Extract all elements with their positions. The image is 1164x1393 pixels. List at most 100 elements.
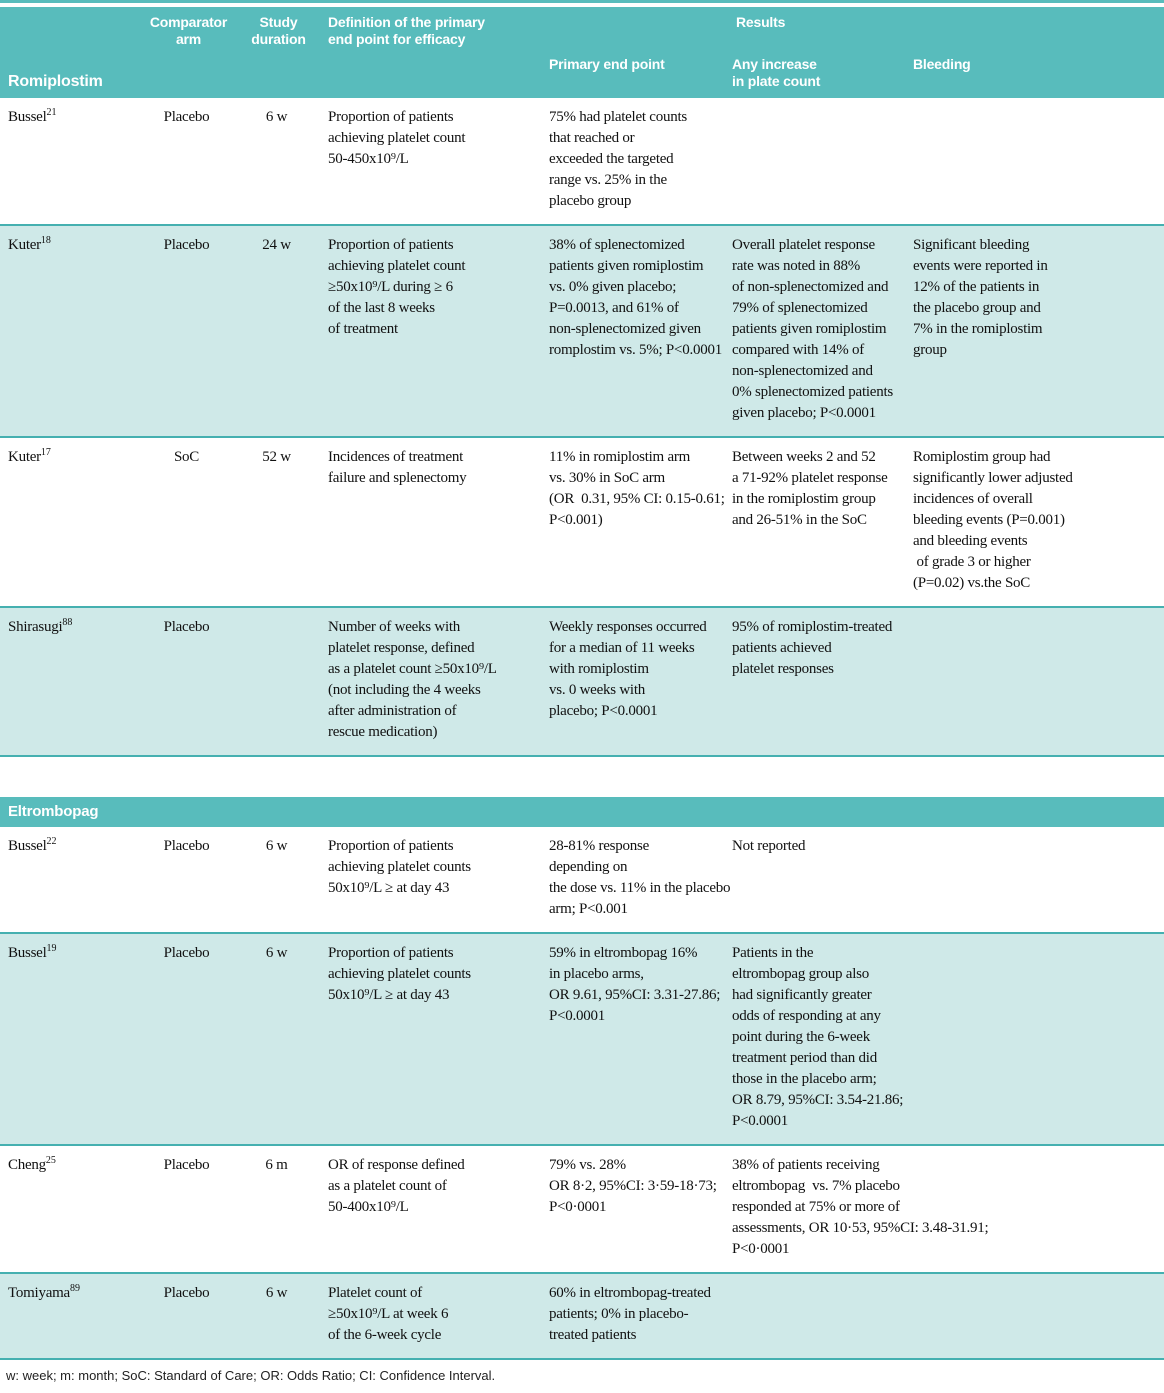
comparator-arm-cell: Placebo [163,619,210,635]
comparator-arm-cell: Placebo [163,109,210,125]
table-row: Shirasugi88 Placebo Number of weeks with… [0,606,1164,755]
comparator-arm-cell: Placebo [163,237,210,253]
column-group-header-results: Results [736,14,786,30]
study-duration-cell: 52 w [262,449,291,465]
any-increase-cell [728,1274,905,1358]
section-rows: Bussel21 Placebo 6 w Proportion of patie… [0,98,1164,757]
study-reference-number: 22 [46,836,57,847]
primary-end-point-cell: 59% in eltrombopag 16% in placebo arms, … [549,945,721,1024]
study-duration-cell: 24 w [262,237,291,253]
bleeding-cell [905,1146,1164,1272]
study-reference-number: 25 [45,1155,56,1166]
table-section: Eltrombopag Bussel22 Placebo 6 w Proport… [0,797,1164,1360]
study-reference-number: 21 [46,107,57,118]
primary-end-point-cell: 38% of splenectomized patients given rom… [549,237,722,358]
comparator-arm-cell: Placebo [163,945,210,961]
primary-end-point-cell: 60% in eltrombopag-treated patients; 0% … [549,1285,711,1343]
study-duration-cell: 6 w [265,109,288,125]
table-row: Cheng25 Placebo 6 m OR of response defin… [0,1144,1164,1272]
column-header-bleeding: Bleeding [913,56,971,72]
definition-cell: Proportion of patients achieving platele… [328,109,466,167]
study-reference-number: 89 [69,1283,80,1294]
study-reference-number: 19 [46,943,57,954]
column-header-any-increase: Any increase in plate count [732,56,821,89]
bleeding-cell [905,827,1164,932]
bleeding-cell [905,934,1164,1144]
section-rows: Bussel22 Placebo 6 w Proportion of patie… [0,827,1164,1360]
column-header-study-duration: Study duration [251,14,306,47]
section-title-band: Eltrombopag [0,797,1164,827]
definition-cell: Proportion of patients achieving platele… [328,237,466,337]
definition-cell: Platelet count of ≥50x10⁹/L at week 6 of… [328,1285,449,1343]
definition-cell: Proportion of patients achieving platele… [328,838,471,896]
primary-end-point-cell: 75% had platelet counts that reached or … [549,109,687,209]
study-cell: Kuter17 [0,438,140,606]
study-name: Kuter [8,449,41,465]
table-row: Tomiyama89 Placebo 6 w Platelet count of… [0,1272,1164,1358]
any-increase-cell: 95% of romiplostim-treated patients achi… [732,619,893,677]
comparator-arm-cell: Placebo [163,838,210,854]
column-header-comparator-arm: Comparator arm [149,14,228,47]
any-increase-cell: Not reported [732,838,806,854]
study-duration-cell: 6 m [265,1157,288,1173]
definition-cell: Proportion of patients achieving platele… [328,945,471,1003]
study-name: Cheng [8,1157,46,1173]
study-duration-cell: 6 w [265,945,288,961]
study-name: Bussel [8,838,47,854]
column-header-primary-end-point: Primary end point [549,56,665,72]
bleeding-cell: Romiplostim group had significantly lowe… [913,449,1073,591]
table-row: Bussel19 Placebo 6 w Proportion of patie… [0,932,1164,1144]
study-cell: Cheng25 [0,1146,140,1272]
study-reference-number: 88 [62,617,73,628]
column-header-definition: Definition of the primary end point for … [328,14,485,47]
any-increase-cell: Between weeks 2 and 52 a 71-92% platelet… [732,449,888,528]
primary-end-point-cell: Weekly responses occurred for a median o… [549,619,707,719]
study-name: Shirasugi [8,619,63,635]
study-duration-cell [233,608,320,755]
study-name: Tomiyama [8,1285,70,1301]
comparator-arm-cell: Placebo [163,1157,210,1173]
section-title-label: Eltrombopag [8,803,99,820]
section-title-romiplostim: Romiplostim [8,73,103,90]
study-cell: Bussel22 [0,827,140,932]
table-header: Comparator arm Study duration Definition… [0,7,1164,98]
study-cell: Shirasugi88 [0,608,140,755]
table-body: Bussel21 Placebo 6 w Proportion of patie… [0,98,1164,1360]
table-row: Bussel22 Placebo 6 w Proportion of patie… [0,827,1164,932]
definition-cell: Incidences of treatment failure and sple… [328,449,467,486]
top-rule [0,0,1164,3]
primary-end-point-cell: 11% in romiplostim arm vs. 30% in SoC ar… [549,449,725,528]
definition-cell: OR of response defined as a platelet cou… [328,1157,465,1215]
any-increase-cell: Overall platelet response rate was noted… [732,237,893,421]
study-cell: Tomiyama89 [0,1274,140,1358]
bleeding-cell: Significant bleeding events were reporte… [913,237,1048,358]
study-duration-cell: 6 w [265,1285,288,1301]
any-increase-cell: Patients in the eltrombopag group also h… [732,945,904,1129]
any-increase-cell: 38% of patients receiving eltrombopag vs… [732,1157,989,1257]
study-name: Bussel [8,945,47,961]
study-name: Bussel [8,109,47,125]
study-cell: Bussel21 [0,98,140,224]
footnote-abbreviations: w: week; m: month; SoC: Standard of Care… [6,1368,496,1383]
bleeding-cell [905,98,1164,224]
top-gap [0,3,1164,7]
study-duration-cell: 6 w [265,838,288,854]
study-cell: Bussel19 [0,934,140,1144]
table-row: Bussel21 Placebo 6 w Proportion of patie… [0,98,1164,224]
study-reference-number: 17 [40,447,51,458]
study-reference-number: 18 [40,235,51,246]
primary-end-point-cell: 28-81% response depending on the dose vs… [549,838,731,917]
definition-cell: Number of weeks with platelet response, … [328,619,497,740]
table-row: Kuter18 Placebo 24 w Proportion of patie… [0,224,1164,436]
bleeding-cell [905,608,1164,755]
table-row: Kuter17 SoC 52 w Incidences of treatment… [0,436,1164,606]
primary-end-point-cell: 79% vs. 28% OR 8·2, 95%CI: 3·59-18·73; P… [549,1157,717,1215]
table-section: Bussel21 Placebo 6 w Proportion of patie… [0,98,1164,757]
comparator-arm-cell: SoC [173,449,200,465]
study-name: Kuter [8,237,41,253]
any-increase-cell [728,98,905,224]
comparator-arm-cell: Placebo [163,1285,210,1301]
study-cell: Kuter18 [0,226,140,436]
bleeding-cell [905,1274,1164,1358]
